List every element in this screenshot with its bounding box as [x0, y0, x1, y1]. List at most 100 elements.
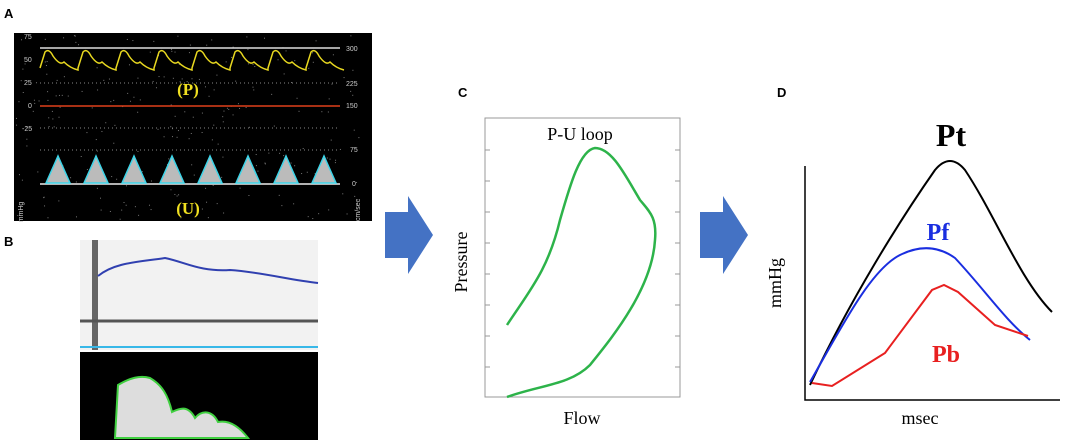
- speck: [290, 162, 292, 164]
- speck: [20, 39, 22, 41]
- speck: [346, 213, 348, 215]
- tick-label: -25: [22, 126, 32, 133]
- speck: [285, 50, 287, 52]
- speck: [97, 89, 99, 91]
- speck: [271, 93, 273, 95]
- speck: [293, 203, 295, 205]
- speck: [33, 99, 35, 101]
- speck: [249, 126, 251, 128]
- speck: [206, 44, 208, 46]
- speck: [171, 50, 173, 52]
- speck: [56, 79, 58, 81]
- speck: [330, 139, 332, 141]
- speck: [17, 215, 19, 217]
- echo-panel: [80, 240, 318, 350]
- speck: [47, 217, 49, 219]
- speck: [170, 126, 172, 128]
- speck: [223, 110, 225, 112]
- speck: [279, 152, 281, 154]
- speck: [67, 95, 69, 97]
- speck: [176, 136, 178, 138]
- speck: [170, 104, 172, 106]
- speck: [217, 143, 219, 145]
- speck: [350, 35, 352, 37]
- speck: [63, 37, 65, 39]
- speck: [45, 65, 47, 67]
- speck: [188, 138, 190, 140]
- speck: [52, 118, 54, 120]
- panel-label: C: [458, 85, 468, 100]
- velocity-wave: [44, 154, 338, 184]
- noise: [16, 35, 360, 220]
- panel-label: D: [777, 85, 786, 100]
- cursor-line: [92, 240, 98, 350]
- speck: [257, 170, 259, 172]
- speck: [216, 203, 218, 205]
- speck: [296, 97, 298, 99]
- speck: [192, 116, 194, 118]
- panel-label: A: [4, 6, 14, 21]
- speck: [201, 132, 203, 134]
- speck: [44, 205, 46, 207]
- speck: [70, 177, 72, 179]
- curve-label: Pt: [936, 117, 967, 153]
- speck: [248, 195, 250, 197]
- plot-frame: [484, 117, 681, 398]
- speck: [96, 150, 98, 152]
- speck: [354, 195, 356, 197]
- pressure-label: (P): [177, 80, 199, 99]
- speck: [58, 116, 60, 118]
- speck: [180, 217, 182, 219]
- speck: [59, 106, 61, 108]
- speck: [32, 110, 34, 112]
- pf-curve: [809, 247, 1031, 383]
- speck: [356, 199, 358, 201]
- speck: [125, 204, 127, 206]
- speck: [24, 63, 26, 65]
- speck: [48, 117, 50, 119]
- speck: [329, 158, 331, 160]
- pressure-trace: [97, 256, 319, 284]
- speck: [134, 206, 136, 208]
- speck: [352, 94, 354, 96]
- speck: [211, 139, 213, 141]
- speck: [86, 168, 88, 170]
- speck: [221, 176, 223, 178]
- speck: [73, 35, 75, 37]
- speck: [207, 217, 209, 219]
- speck: [331, 83, 333, 85]
- speck: [212, 184, 214, 186]
- speck: [206, 201, 208, 203]
- speck: [125, 185, 127, 187]
- tick-label: 75: [350, 147, 358, 154]
- speck: [245, 107, 247, 109]
- speck: [100, 197, 102, 199]
- speck: [204, 86, 206, 88]
- pt-curve: [809, 160, 1053, 386]
- speck: [96, 67, 98, 69]
- speck: [358, 137, 360, 139]
- speck: [335, 159, 337, 161]
- speck: [47, 99, 49, 101]
- speck: [294, 60, 296, 62]
- speck: [328, 209, 330, 211]
- speck: [246, 36, 248, 38]
- unit-label: mmHg: [18, 202, 25, 223]
- speck: [150, 209, 152, 211]
- speck: [170, 48, 172, 50]
- speck: [51, 110, 53, 112]
- speck: [100, 209, 102, 211]
- speck: [28, 106, 30, 108]
- speck: [263, 37, 265, 39]
- speck: [273, 125, 275, 127]
- speck: [26, 145, 28, 147]
- speck: [61, 94, 63, 96]
- speck: [26, 138, 28, 140]
- monitor-panel: [14, 33, 372, 221]
- speck: [44, 38, 46, 40]
- speck: [277, 59, 279, 61]
- speck: [75, 41, 77, 43]
- speck: [75, 181, 77, 183]
- speck: [326, 157, 328, 159]
